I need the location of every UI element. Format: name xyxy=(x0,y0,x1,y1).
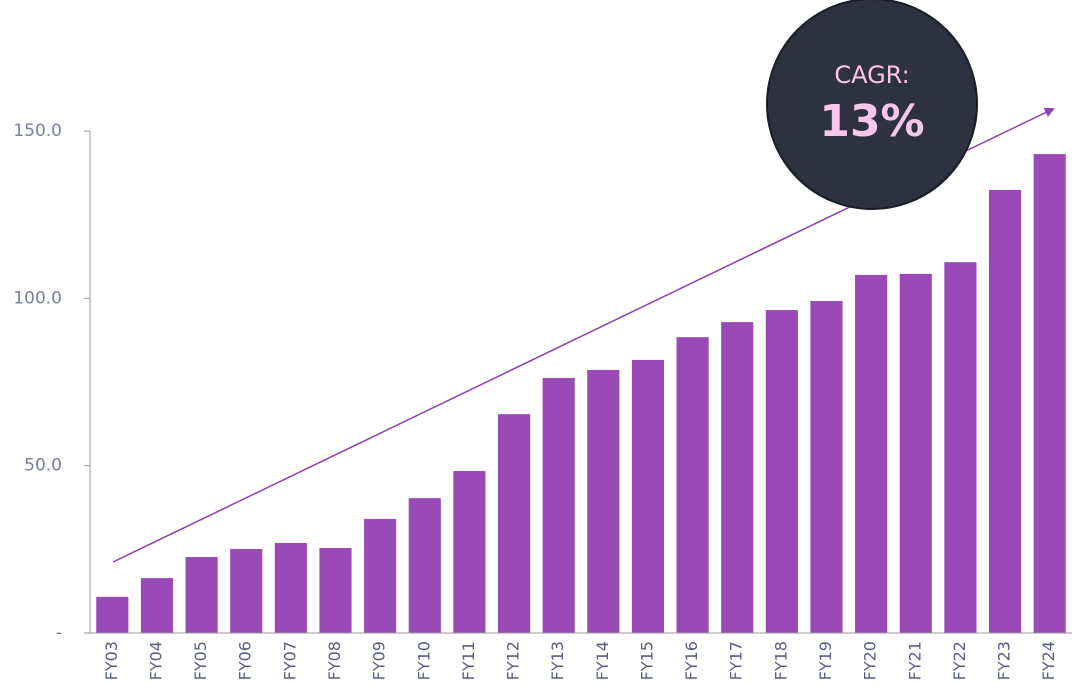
x-tick-label: FY19 xyxy=(816,641,835,680)
bar xyxy=(274,542,307,633)
x-tick-label: FY18 xyxy=(771,641,790,680)
y-tick-label: - xyxy=(56,623,62,643)
y-tick-label: 150.0 xyxy=(13,121,62,141)
y-tick-label: 100.0 xyxy=(13,288,62,308)
x-tick-label: FY16 xyxy=(682,641,701,680)
x-tick-label: FY22 xyxy=(950,641,969,680)
x-tick-label: FY21 xyxy=(905,641,924,680)
x-tick-label: FY20 xyxy=(861,641,880,680)
x-tick-label: FY17 xyxy=(727,641,746,680)
x-tick-label: FY05 xyxy=(191,641,210,680)
x-tick-label: FY15 xyxy=(637,641,656,680)
bar xyxy=(96,596,129,633)
bar xyxy=(988,189,1022,633)
x-tick-label: FY14 xyxy=(593,641,612,680)
bar xyxy=(676,337,709,633)
x-tick-label: FY08 xyxy=(325,641,344,680)
bar xyxy=(765,310,798,633)
x-tick-label: FY03 xyxy=(102,641,121,680)
x-tick-label: FY04 xyxy=(146,641,165,680)
x-tick-label: FY13 xyxy=(548,641,567,680)
bar xyxy=(185,557,218,633)
cagr-label: CAGR: xyxy=(834,61,909,89)
bar xyxy=(497,414,531,633)
bar xyxy=(542,377,575,633)
x-tick-label: FY12 xyxy=(504,641,523,680)
x-tick-label: FY23 xyxy=(995,641,1014,680)
x-tick-label: FY07 xyxy=(280,641,299,680)
x-tick-label: FY06 xyxy=(236,641,255,680)
x-tick-label: FY11 xyxy=(459,641,478,680)
bar xyxy=(810,301,843,633)
x-tick-label: FY09 xyxy=(370,641,389,680)
bar xyxy=(230,548,263,633)
bar xyxy=(453,471,486,633)
bar xyxy=(899,273,932,633)
cagr-value: 13% xyxy=(819,96,924,147)
x-tick-label: FY10 xyxy=(414,641,433,680)
bar xyxy=(1033,154,1066,634)
bars xyxy=(96,154,1066,634)
bar xyxy=(944,262,977,633)
bar xyxy=(364,518,397,633)
bar xyxy=(140,578,174,633)
bar xyxy=(631,359,665,633)
bar xyxy=(855,274,888,633)
bar xyxy=(587,369,620,633)
x-tick-label: FY24 xyxy=(1039,641,1058,680)
bar xyxy=(319,547,352,633)
y-tick-label: 50.0 xyxy=(24,456,62,476)
bar xyxy=(408,498,441,633)
cagr-badge xyxy=(766,0,978,210)
bar xyxy=(721,322,754,633)
